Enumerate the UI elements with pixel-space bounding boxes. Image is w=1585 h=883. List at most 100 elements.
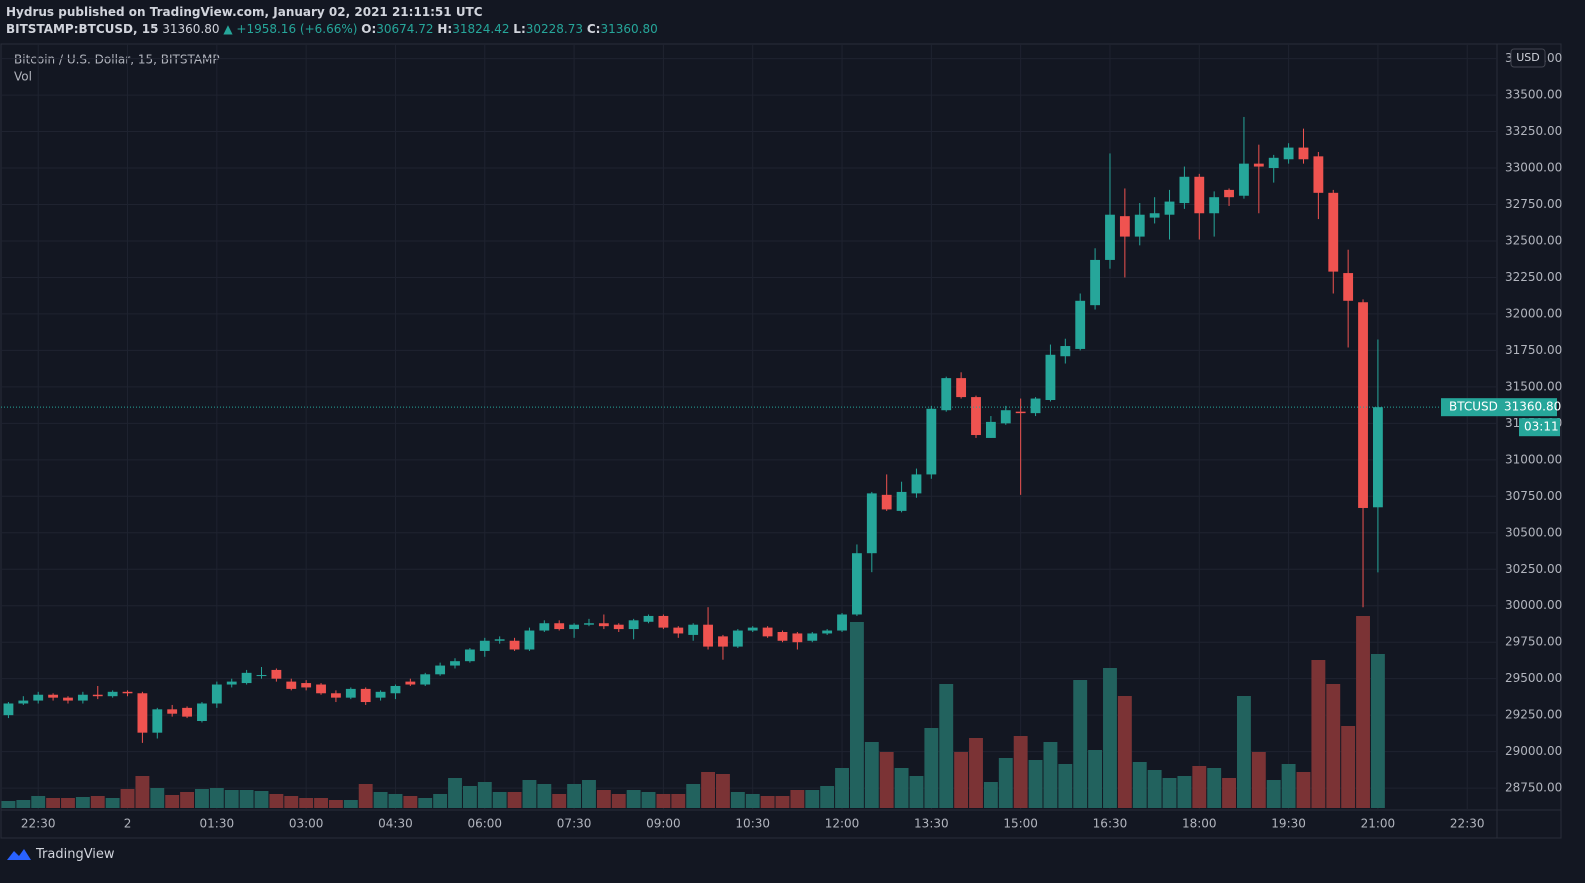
volume-bar: [849, 622, 864, 808]
y-tick-label: 30750.00: [1505, 489, 1562, 503]
y-tick-label: 29250.00: [1505, 708, 1562, 722]
candle-body: [1075, 300, 1086, 349]
candle-body: [688, 624, 699, 635]
candle-body: [539, 623, 550, 631]
volume-bar: [1073, 680, 1088, 808]
volume-bar: [909, 776, 924, 808]
x-tick-label: 22:30: [21, 817, 56, 831]
candle-body: [837, 614, 847, 631]
change: ▲ +1958.16 (+6.66%): [223, 22, 358, 36]
candle-body: [3, 703, 14, 716]
volume-bar: [641, 792, 656, 808]
candle-body: [1268, 157, 1279, 169]
candle-body: [494, 639, 505, 641]
volume-bar: [1192, 766, 1207, 808]
candle-body: [435, 665, 446, 675]
candle-body: [18, 700, 29, 704]
volume-bar: [596, 790, 611, 808]
volume-bar: [1237, 696, 1251, 808]
x-tick-label: 22:30: [1450, 817, 1485, 831]
x-tick-label: 10:30: [735, 817, 770, 831]
volume-bar: [254, 791, 269, 808]
volume-bar: [1341, 726, 1356, 808]
volume-bar: [224, 790, 239, 808]
volume-bar: [165, 795, 180, 808]
h-label: H:: [437, 22, 453, 36]
volume-bar: [403, 796, 418, 808]
candle-body: [718, 636, 728, 647]
o-label: O:: [361, 22, 377, 36]
candle-body: [673, 627, 684, 634]
volume-bar: [150, 788, 165, 808]
volume-bar: [656, 794, 671, 808]
l-label: L:: [513, 22, 526, 36]
candle-body: [1015, 411, 1026, 414]
volume-bar: [537, 784, 552, 808]
c: 31360.80: [600, 22, 658, 36]
y-tick-label: 33000.00: [1505, 161, 1562, 175]
x-tick-label: 16:30: [1093, 817, 1128, 831]
volume-bar: [1251, 752, 1266, 808]
volume-bar: [1207, 768, 1222, 808]
x-tick-label: 12:00: [825, 817, 860, 831]
x-tick-label: 19:30: [1271, 817, 1306, 831]
candle-body: [1253, 163, 1264, 167]
candle-body: [375, 691, 386, 698]
chart: Bitcoin / U.S. Dollar, 15, BITSTAMP Vol …: [0, 43, 1562, 839]
volume-bar: [1222, 778, 1237, 808]
y-tick-label: 32000.00: [1505, 306, 1562, 320]
candle-body: [1119, 216, 1130, 237]
l: 30228.73: [525, 22, 584, 36]
volume-bar: [716, 774, 730, 808]
volume-bar: [448, 778, 462, 808]
candle-body: [1000, 410, 1011, 424]
header: Hydrus published on TradingView.com, Jan…: [6, 4, 658, 38]
candle-body: [1239, 163, 1249, 196]
candle-body: [405, 681, 416, 685]
volume-bar: [1043, 742, 1058, 808]
candle-body: [658, 615, 669, 628]
last: 31360.80: [162, 22, 220, 36]
candle-body: [122, 691, 133, 694]
candle-body: [1179, 176, 1190, 204]
x-tick-label: 18:00: [1182, 817, 1217, 831]
volume-bar: [582, 780, 596, 808]
volume-bar: [983, 782, 998, 808]
candle-body: [866, 493, 877, 554]
last-price-box: [1441, 398, 1557, 417]
volume-bar: [745, 794, 760, 808]
volume-bar: [195, 789, 209, 808]
o: 30674.72: [376, 22, 434, 36]
candle-body: [271, 669, 282, 679]
candle-body: [137, 693, 148, 733]
candle-body: [732, 630, 743, 647]
candle-body: [345, 688, 356, 698]
x-tick-label: 09:00: [646, 817, 681, 831]
volume-bar: [1013, 736, 1028, 808]
volume-bar: [1266, 780, 1281, 808]
last-price-symbol: BTCUSD: [1449, 400, 1498, 414]
volume-bar: [879, 752, 894, 808]
y-tick-label: 31750.00: [1505, 343, 1562, 357]
candle-body: [1149, 213, 1160, 218]
volume-bar: [820, 786, 835, 808]
volume-bar: [46, 798, 61, 808]
y-tick-label: 29750.00: [1505, 635, 1562, 649]
candle-body: [63, 697, 73, 701]
candle-body: [211, 684, 222, 704]
x-tick-label: 04:30: [378, 817, 413, 831]
volume-bar: [701, 772, 716, 808]
candle-body: [92, 694, 103, 697]
y-tick-label: 30500.00: [1505, 525, 1562, 539]
candle-body: [584, 623, 594, 625]
x-tick-label: 21:00: [1361, 817, 1396, 831]
volume-bar: [805, 790, 820, 808]
candle-body: [613, 624, 624, 630]
volume-bar: [343, 800, 358, 808]
candle-body: [598, 623, 609, 627]
volume-bar: [418, 798, 433, 808]
candle-body: [331, 693, 341, 698]
candle-body: [554, 623, 565, 630]
candle-body: [1060, 346, 1071, 357]
candle-body: [911, 474, 922, 494]
